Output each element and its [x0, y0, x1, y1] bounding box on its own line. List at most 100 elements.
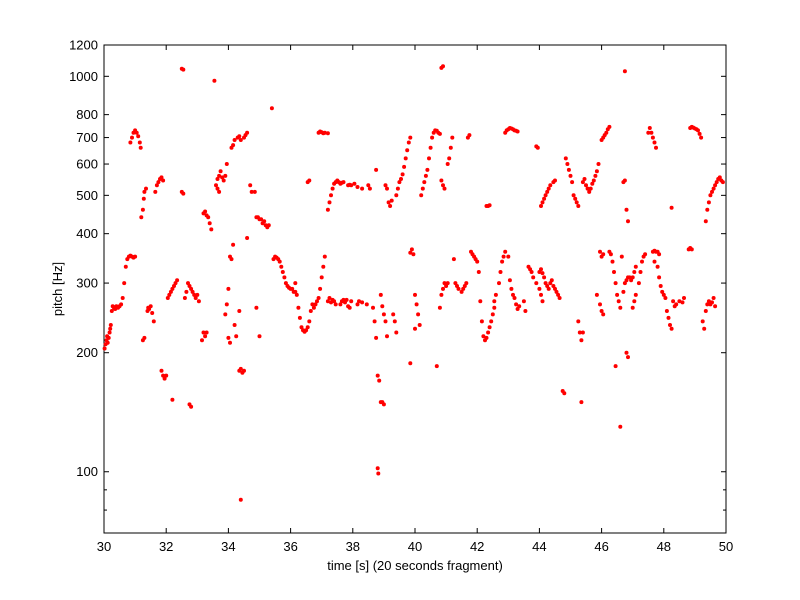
- data-point: [128, 140, 133, 145]
- data-point: [282, 275, 287, 280]
- data-point: [237, 134, 242, 139]
- data-point: [344, 297, 349, 302]
- data-point: [594, 169, 599, 174]
- data-point: [539, 204, 543, 208]
- data-point: [633, 292, 638, 297]
- data-point: [580, 180, 585, 185]
- data-point: [327, 200, 332, 205]
- data-point: [663, 296, 668, 300]
- data-point: [349, 299, 354, 304]
- data-point: [515, 129, 520, 134]
- data-point: [106, 335, 111, 340]
- data-point: [512, 296, 517, 300]
- data-point: [142, 335, 147, 340]
- data-point: [556, 292, 561, 297]
- data-point: [577, 330, 582, 335]
- data-point: [144, 186, 148, 191]
- data-point: [624, 350, 629, 355]
- data-point: [181, 191, 186, 196]
- data-point: [546, 286, 551, 291]
- data-point: [341, 180, 346, 185]
- data-point: [710, 189, 714, 194]
- data-point: [192, 292, 197, 297]
- data-point: [385, 334, 389, 339]
- data-point: [562, 391, 567, 396]
- data-point: [296, 305, 301, 310]
- data-point: [626, 219, 630, 224]
- data-point: [134, 130, 139, 135]
- data-point: [297, 315, 302, 320]
- data-point: [467, 133, 472, 138]
- data-point: [325, 207, 330, 212]
- data-point: [156, 180, 161, 185]
- data-point: [428, 145, 433, 150]
- data-point: [136, 134, 141, 139]
- data-point: [325, 299, 330, 304]
- data-point: [705, 302, 710, 307]
- data-point: [484, 335, 489, 340]
- data-point: [223, 173, 228, 178]
- data-point: [245, 130, 250, 135]
- data-point: [573, 196, 578, 201]
- data-point: [478, 299, 483, 304]
- x-tick-label: 46: [594, 539, 608, 554]
- data-point: [419, 193, 424, 198]
- data-point: [254, 305, 259, 310]
- y-tick-label: 300: [76, 276, 98, 291]
- data-point: [622, 69, 627, 74]
- data-point: [476, 270, 481, 274]
- data-point: [720, 180, 725, 185]
- data-point: [579, 338, 584, 343]
- data-point: [347, 305, 352, 310]
- data-point: [102, 346, 107, 351]
- data-point: [557, 296, 562, 300]
- data-point: [654, 145, 658, 150]
- data-point: [223, 312, 228, 317]
- data-point: [206, 215, 211, 220]
- data-point: [322, 254, 327, 259]
- data-point: [714, 180, 719, 185]
- data-point: [266, 223, 271, 228]
- data-point: [677, 299, 682, 304]
- data-point: [599, 309, 604, 313]
- data-point: [511, 292, 515, 297]
- data-point: [357, 299, 361, 304]
- data-point: [154, 183, 159, 188]
- data-point: [307, 178, 312, 183]
- data-point: [660, 289, 665, 294]
- data-point: [204, 330, 209, 335]
- data-point: [441, 64, 445, 69]
- data-point: [217, 173, 222, 178]
- data-point: [249, 189, 254, 194]
- data-point: [475, 259, 480, 264]
- data-point: [540, 200, 545, 205]
- data-point: [652, 140, 657, 145]
- x-tick-label: 42: [470, 539, 484, 554]
- data-point: [713, 183, 718, 188]
- data-point: [632, 270, 637, 274]
- data-point: [493, 292, 498, 297]
- data-point: [537, 286, 542, 291]
- data-point: [305, 325, 310, 330]
- data-point: [406, 140, 411, 145]
- data-point: [646, 130, 651, 135]
- data-point: [633, 264, 638, 269]
- data-point: [598, 249, 602, 254]
- data-point: [215, 177, 220, 181]
- data-point: [630, 305, 635, 310]
- data-point: [394, 193, 399, 198]
- data-point: [616, 299, 621, 304]
- data-point: [238, 366, 243, 371]
- data-point: [441, 183, 445, 188]
- data-point: [315, 299, 319, 304]
- data-point: [333, 302, 338, 307]
- data-point: [607, 124, 612, 129]
- data-point: [259, 217, 264, 222]
- data-point: [531, 275, 536, 280]
- y-axis-label: pitch [Hz]: [50, 262, 65, 316]
- data-point: [668, 323, 672, 327]
- data-point: [220, 175, 225, 180]
- data-point: [231, 143, 236, 148]
- data-point: [360, 186, 365, 191]
- data-point: [619, 254, 624, 259]
